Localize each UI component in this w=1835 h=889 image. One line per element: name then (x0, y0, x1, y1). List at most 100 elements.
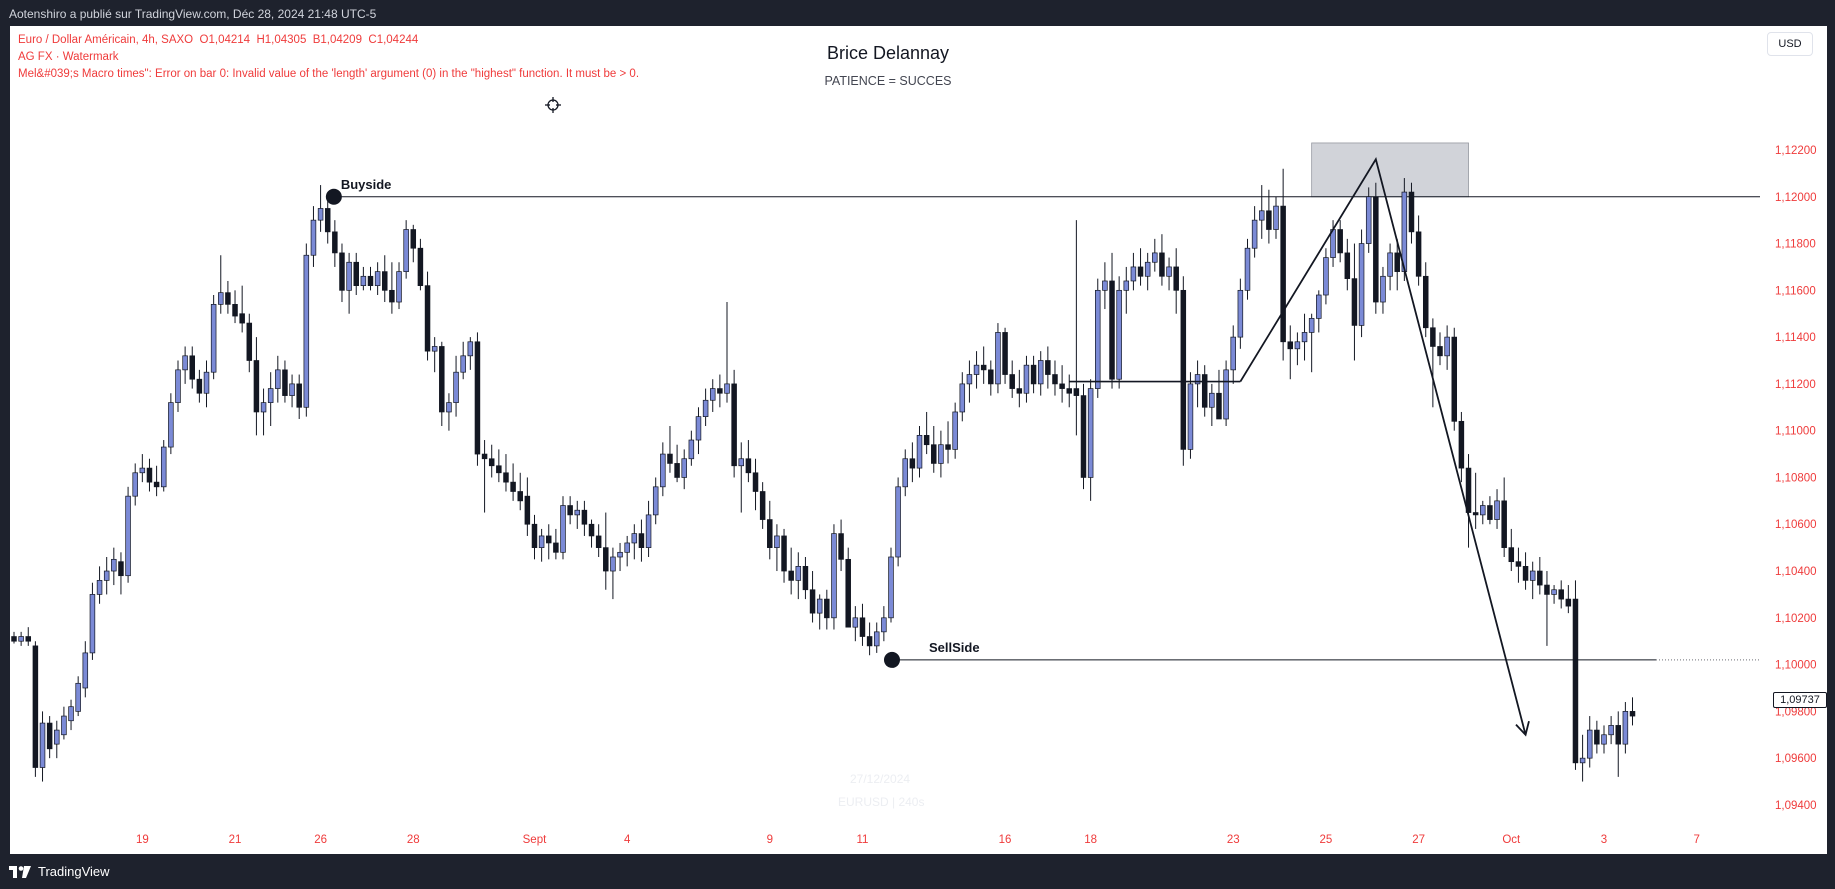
time-axis[interactable]: 19 21 26 28 Sept 4 9 11 16 18 23 25 27 Oct 3 7 (136, 834, 1700, 846)
price-axis[interactable]: 1,12200 1,12000 1,11800 1,11600 1,11400 1,112… (1775, 145, 1817, 812)
candle-body (709, 388, 716, 401)
candle-body (567, 505, 573, 516)
candle (923, 411, 930, 455)
candle (952, 402, 958, 459)
candle-body (1280, 205, 1286, 343)
candle (446, 393, 452, 431)
high-value: 1,04305 (264, 34, 307, 46)
candle (410, 224, 417, 263)
candle-body (1337, 229, 1343, 254)
time-tick-label: 23 (1227, 834, 1240, 846)
candle-body (1037, 360, 1044, 385)
candle (617, 542, 623, 572)
candle (1201, 365, 1208, 417)
candle-body (838, 533, 844, 560)
candle (1337, 220, 1343, 263)
candle-body (802, 566, 809, 591)
candle-body (175, 369, 181, 403)
candle (1522, 552, 1529, 590)
candle (289, 374, 295, 408)
crosshair-icon[interactable] (545, 97, 561, 113)
candle-body (538, 535, 545, 548)
candle-body (845, 558, 851, 628)
candle (1437, 332, 1443, 366)
candle-body (503, 472, 509, 483)
candle (859, 603, 866, 646)
candle-body (667, 453, 673, 464)
candle (1565, 585, 1572, 614)
candle-body (103, 570, 110, 581)
candle (68, 699, 74, 731)
candle-body (1294, 341, 1301, 350)
candle-body (1472, 512, 1479, 516)
candle-body (1586, 729, 1593, 759)
candle-body (624, 542, 630, 553)
candle-body (1515, 561, 1522, 567)
candle (888, 547, 894, 623)
candle-body (1608, 725, 1614, 736)
candle-body (1266, 210, 1272, 230)
candle (396, 262, 402, 310)
chart-area[interactable]: Buyside SellSide 1,12200 1,12000 1,11800 1,1… (10, 26, 1827, 854)
candle-body (1109, 280, 1115, 380)
candle-body (1194, 374, 1201, 385)
candle-body (239, 313, 245, 324)
candle-body (1451, 336, 1458, 422)
candle-body (952, 411, 958, 450)
candle-body (795, 566, 802, 581)
candle (959, 372, 966, 422)
candle-body (346, 261, 352, 291)
candle-body (603, 547, 609, 572)
candle-body (182, 355, 188, 371)
time-tick-label: 19 (136, 834, 149, 846)
candle-body (645, 514, 652, 548)
candle-body (1159, 252, 1165, 277)
candle-body (988, 369, 994, 385)
candle (1572, 580, 1579, 770)
candle (1223, 360, 1229, 426)
candle-body (1095, 289, 1101, 389)
candle-body (895, 486, 901, 558)
candle (1095, 278, 1101, 398)
currency-selector-button[interactable]: USD (1767, 32, 1813, 56)
indicator-legend[interactable]: AG FX · Watermark (18, 51, 119, 63)
buyside-marker (325, 188, 342, 205)
candle (553, 528, 559, 560)
liquidity-zone-layer (1311, 142, 1469, 198)
indicator-error-message[interactable]: Mel&#039;s Macro times": Error on bar 0:… (18, 68, 640, 80)
candle-body (310, 219, 317, 256)
candle-body (1045, 360, 1051, 375)
candle (824, 589, 830, 630)
candle-body (1209, 392, 1215, 408)
candle-body (1558, 589, 1564, 600)
candle-body (1565, 598, 1572, 607)
candle (1209, 383, 1215, 426)
candle (1487, 496, 1493, 525)
candle-body (1537, 570, 1543, 586)
candle-body (553, 542, 559, 553)
candle (731, 369, 737, 478)
time-tick-label: 16 (999, 834, 1012, 846)
symbol-legend[interactable]: Euro / Dollar Américain, 4h, SAXO O1,042… (18, 34, 418, 46)
candle (11, 631, 17, 644)
candle-body (54, 729, 60, 745)
candle-body (446, 402, 452, 413)
candle-body (146, 467, 153, 483)
candle (738, 442, 745, 513)
candle-body (1316, 294, 1322, 319)
price-tick-label: 1,09400 (1775, 800, 1817, 812)
candle (1144, 252, 1151, 291)
candle-body (275, 369, 281, 389)
candle-body (467, 341, 474, 357)
candle (1080, 383, 1087, 490)
candle (481, 440, 488, 513)
candle-body (610, 556, 616, 572)
price-tick-label: 1,11600 (1775, 285, 1816, 297)
tradingview-brand[interactable]: TradingView (9, 864, 110, 879)
candle-body (203, 371, 210, 394)
candle-body (25, 636, 32, 642)
candle (1180, 276, 1187, 466)
candle-body (39, 722, 46, 768)
published-by-text: Aotenshiro a publié sur TradingView.com,… (9, 7, 377, 21)
